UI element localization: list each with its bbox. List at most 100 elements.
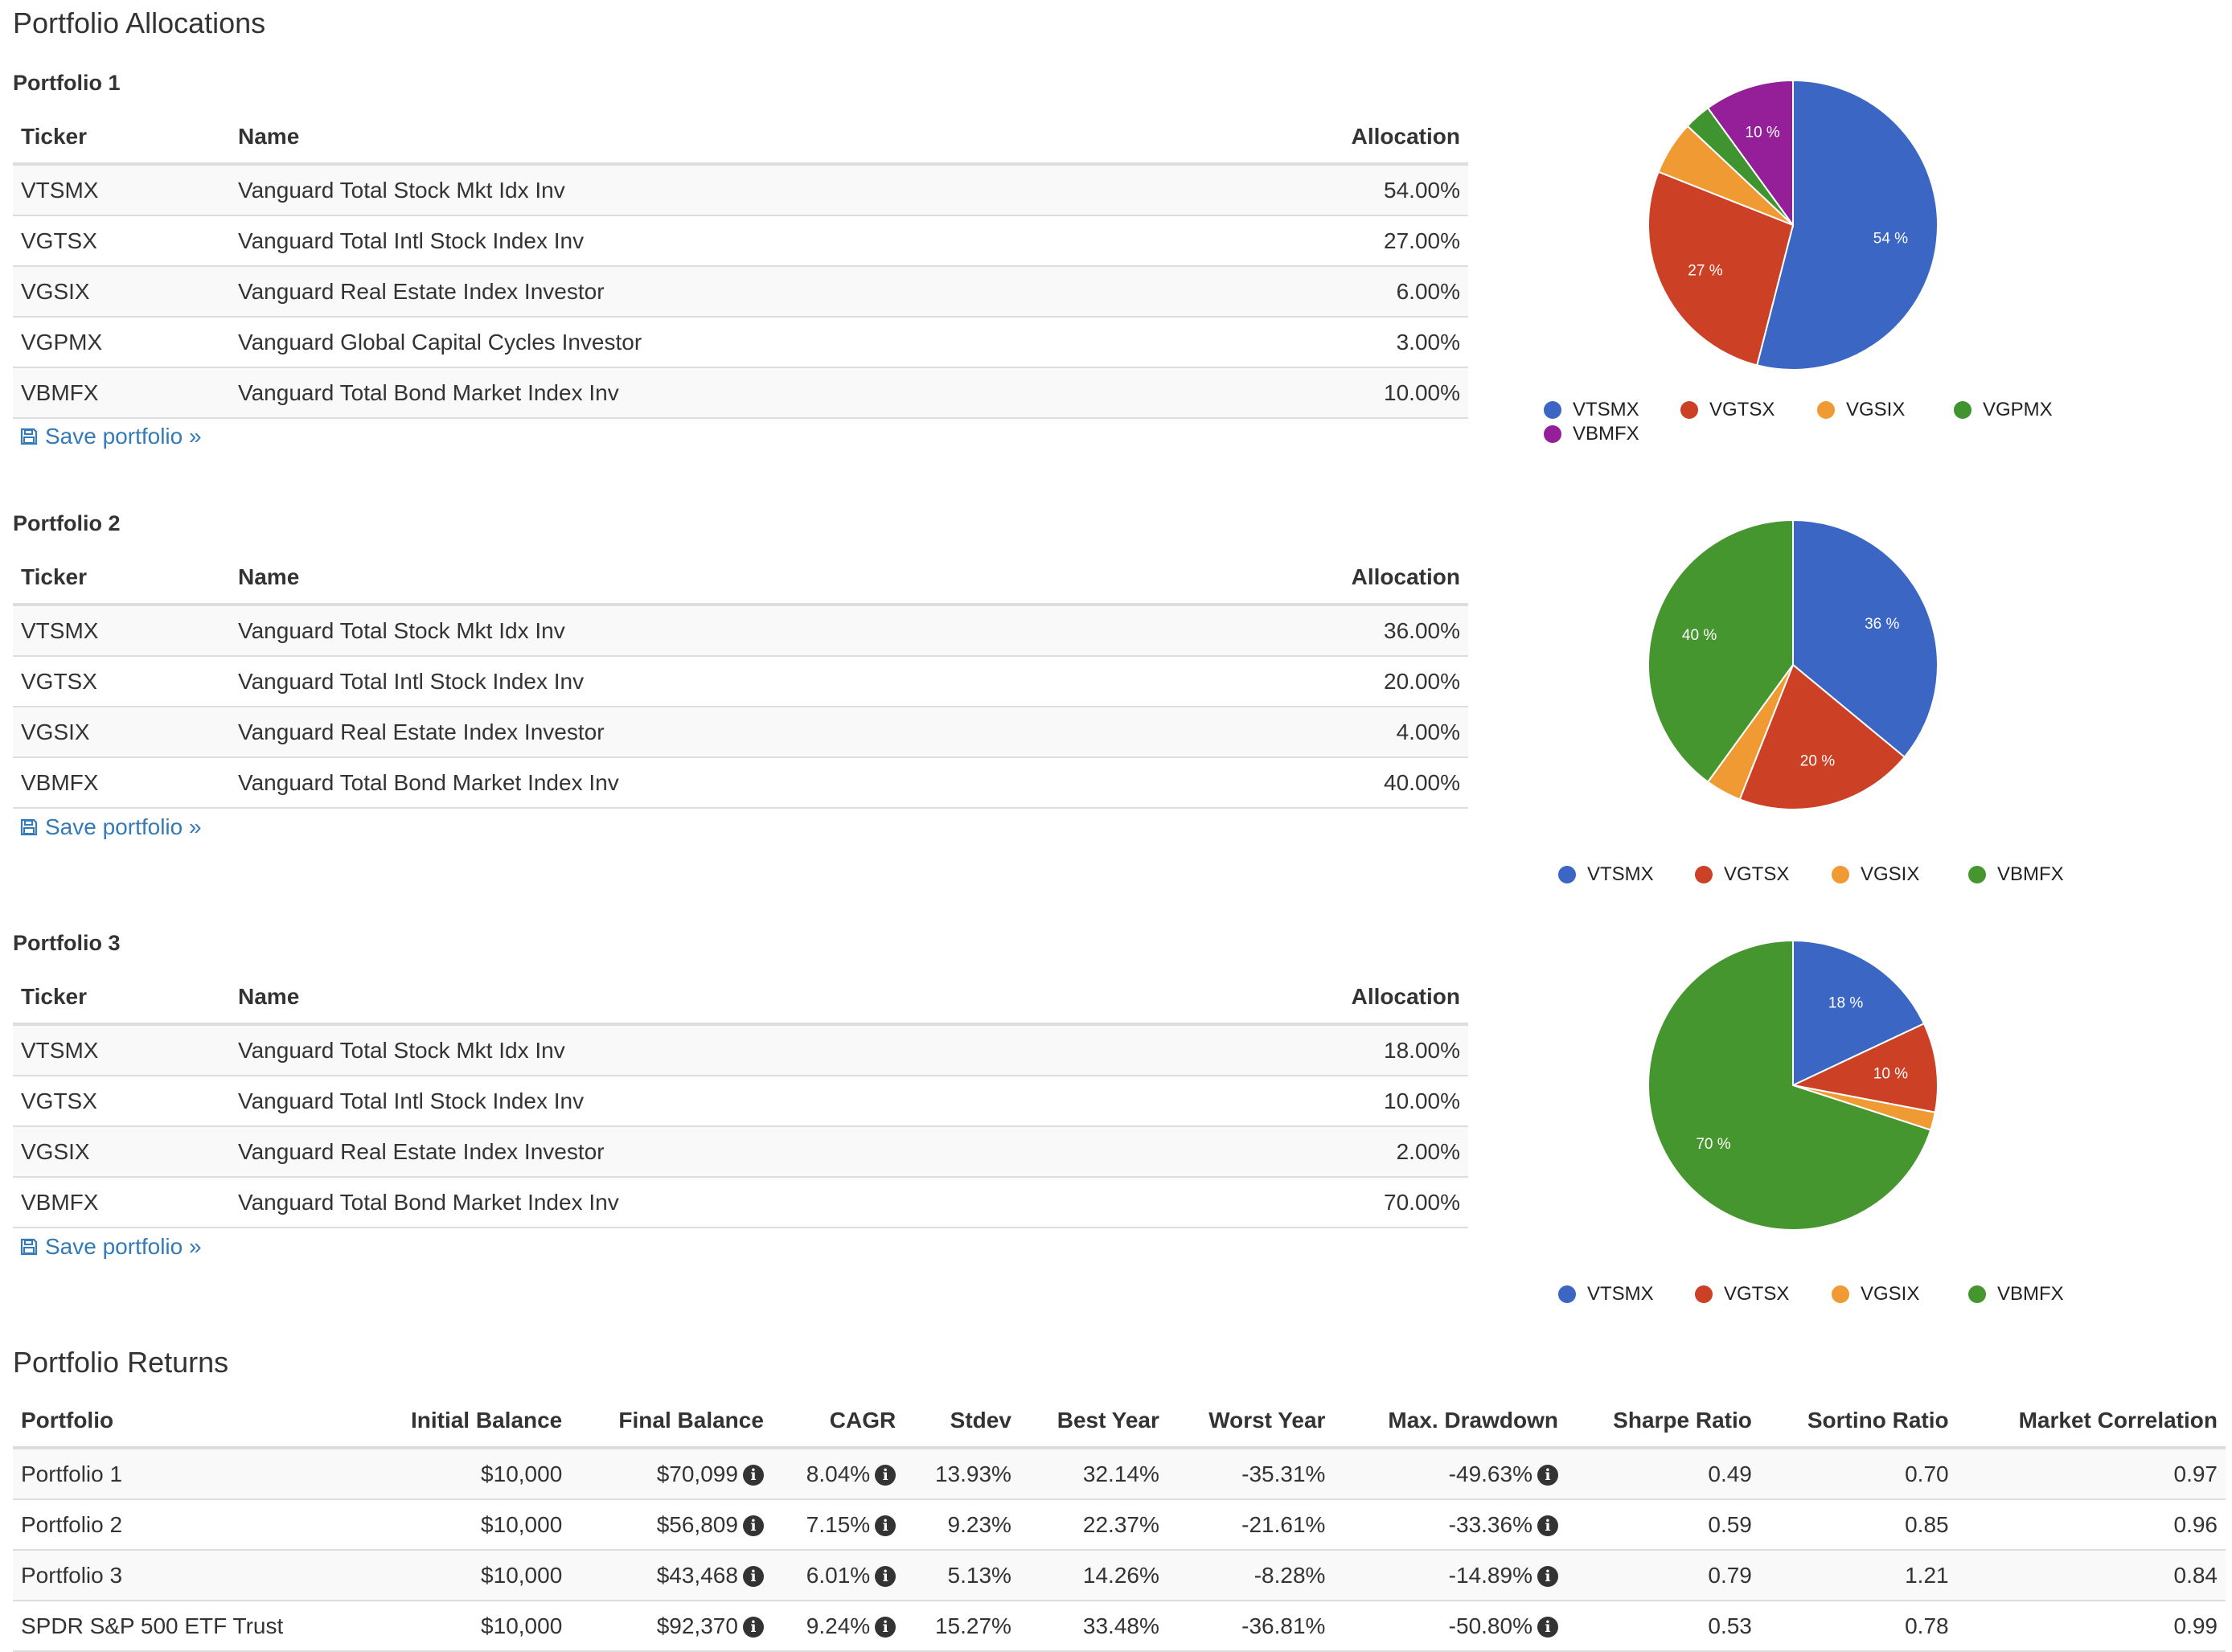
info-icon[interactable]: i [1537, 1565, 1558, 1587]
info-icon[interactable]: i [742, 1464, 764, 1486]
ticker-cell: VGSIX [13, 707, 230, 758]
legend-marker [1968, 866, 1986, 883]
save-portfolio-label[interactable]: Save portfolio » [45, 424, 202, 449]
pie-slice-vtsmx[interactable] [1756, 79, 1939, 371]
ticker-header[interactable]: Ticker [13, 111, 230, 166]
save-portfolio-label[interactable]: Save portfolio » [45, 814, 202, 839]
pie-slice-vgtsx[interactable] [1738, 663, 1906, 810]
name-cell: Vanguard Total Intl Stock Index Inv [230, 656, 1172, 707]
portfolio-2-table: Ticker Name Allocation VTSMX Vanguard Tot… [13, 551, 1468, 809]
table-row: VGPMX Vanguard Global Capital Cycles Inve… [13, 317, 1468, 368]
name-header[interactable]: Name [230, 971, 1172, 1026]
table-header-row: Ticker Name Allocation [13, 971, 1468, 1026]
legend-item-vbmfx[interactable]: VBMFX [1968, 1283, 2064, 1306]
worst-year-header[interactable]: Worst Year [1167, 1395, 1334, 1449]
legend-item-vtsmx[interactable]: VTSMX [1558, 863, 1654, 886]
info-icon[interactable]: i [1537, 1515, 1558, 1536]
pie-slice-vgtsx[interactable] [1790, 1023, 1939, 1113]
drawdown-value: -49.63% [1448, 1461, 1532, 1486]
pie-slice-vbmfx[interactable] [1706, 79, 1794, 228]
legend-label: VTSMX [1573, 399, 1639, 420]
portfolio-3-title: Portfolio 3 [13, 931, 121, 955]
info-icon[interactable]: i [1537, 1464, 1558, 1486]
legend-item-vgtsx[interactable]: VGTSX [1695, 1283, 1789, 1306]
best-cell: 33.48% [1019, 1601, 1167, 1652]
pie-slice-vbmfx[interactable] [1647, 519, 1794, 784]
table-header-row: Ticker Name Allocation [13, 551, 1468, 606]
legend-marker [1558, 1285, 1576, 1303]
table-row: VTSMX Vanguard Total Stock Mkt Idx Inv 36.… [13, 605, 1468, 657]
info-icon[interactable]: i [875, 1616, 896, 1638]
pie-slice-vgtsx[interactable] [1647, 170, 1795, 367]
allocation-cell: 54.00% [1184, 164, 1468, 216]
legend-item-vgsix[interactable]: VGSIX [1832, 863, 1919, 886]
legend-item-vbmfx[interactable]: VBMFX [1544, 423, 1639, 445]
initial-value: $10,000 [481, 1511, 563, 1537]
cagr-header[interactable]: CAGR [771, 1395, 905, 1449]
name-header[interactable]: Name [230, 111, 1184, 166]
legend-item-vbmfx[interactable]: VBMFX [1968, 863, 2064, 886]
pie-slice-vbmfx[interactable] [1647, 939, 1932, 1231]
allocation-header[interactable]: Allocation [1171, 551, 1468, 606]
legend-item-vgsix[interactable]: VGSIX [1817, 399, 1905, 421]
name-header[interactable]: Name [230, 551, 1172, 606]
initial-balance-header[interactable]: Initial Balance [360, 1395, 571, 1449]
drawdown-value: -33.36% [1448, 1511, 1532, 1537]
legend-label: VBMFX [1997, 863, 2064, 885]
pie-data-label: 10 % [1746, 125, 1780, 141]
stdev-cell: 13.93% [904, 1448, 1020, 1500]
allocation-cell: 6.00% [1184, 266, 1468, 318]
final-value: $43,468 [656, 1562, 738, 1588]
info-icon[interactable]: i [742, 1515, 764, 1536]
portfolio-2-title: Portfolio 2 [13, 511, 121, 535]
legend-item-vtsmx[interactable]: VTSMX [1558, 1283, 1654, 1306]
stdev-value: 9.23% [947, 1511, 1011, 1537]
sortino-ratio-header[interactable]: Sortino Ratio [1759, 1395, 1957, 1449]
pie-slice-vtsmx[interactable] [1792, 519, 1939, 759]
drawdown-cell: -50.80% i [1333, 1601, 1566, 1652]
market-correlation-header[interactable]: Market Correlation [1956, 1395, 2226, 1449]
portfolio-value: Portfolio 3 [21, 1562, 123, 1588]
info-icon[interactable]: i [742, 1616, 764, 1638]
legend-item-vtsmx[interactable]: VTSMX [1544, 399, 1639, 421]
portfolio-value: Portfolio 2 [21, 1511, 123, 1537]
corr-value: 0.96 [2173, 1511, 2218, 1537]
legend-item-vgpmx[interactable]: VGPMX [1954, 399, 2053, 421]
stdev-header[interactable]: Stdev [904, 1395, 1020, 1449]
legend-label: VGSIX [1846, 399, 1906, 420]
save-portfolio-3-link[interactable]: Save portfolio » [19, 1232, 202, 1261]
cagr-cell: 9.24% i [771, 1601, 905, 1652]
cagr-cell: 7.15% i [771, 1499, 905, 1551]
best-year-header[interactable]: Best Year [1019, 1395, 1167, 1449]
info-icon[interactable]: i [1537, 1616, 1558, 1638]
info-icon[interactable]: i [875, 1464, 896, 1486]
sharpe-ratio-header[interactable]: Sharpe Ratio [1565, 1395, 1760, 1449]
legend-marker [1544, 401, 1561, 419]
name-cell: Vanguard Total Stock Mkt Idx Inv [230, 1024, 1172, 1076]
info-icon[interactable]: i [875, 1565, 896, 1587]
legend-item-vgtsx[interactable]: VGTSX [1680, 399, 1775, 421]
ticker-header[interactable]: Ticker [13, 971, 230, 1026]
page-title: Portfolio Allocations [13, 6, 266, 39]
name-cell: Vanguard Total Bond Market Index Inv [230, 1177, 1172, 1228]
allocation-header[interactable]: Allocation [1171, 971, 1468, 1026]
pie-data-label: 10 % [1873, 1066, 1908, 1083]
portfolio-3-table: Ticker Name Allocation VTSMX Vanguard Tot… [13, 971, 1468, 1228]
save-portfolio-2-link[interactable]: Save portfolio » [19, 813, 202, 842]
info-icon[interactable]: i [742, 1565, 764, 1587]
save-portfolio-1-link[interactable]: Save portfolio » [19, 422, 202, 451]
ticker-header[interactable]: Ticker [13, 551, 230, 606]
final-balance-header[interactable]: Final Balance [570, 1395, 772, 1449]
save-portfolio-label[interactable]: Save portfolio » [45, 1234, 202, 1259]
max-drawdown-header[interactable]: Max. Drawdown [1333, 1395, 1566, 1449]
pie-data-label: 36 % [1865, 616, 1899, 633]
allocation-header[interactable]: Allocation [1184, 111, 1468, 166]
worst-value: -21.61% [1241, 1511, 1326, 1537]
legend-item-vgtsx[interactable]: VGTSX [1695, 863, 1789, 886]
stdev-cell: 5.13% [904, 1550, 1020, 1601]
legend-item-vgsix[interactable]: VGSIX [1832, 1283, 1919, 1306]
portfolio-header[interactable]: Portfolio [13, 1395, 361, 1449]
worst-cell: -21.61% [1167, 1499, 1334, 1551]
info-icon[interactable]: i [875, 1515, 896, 1536]
pie-slice-vtsmx[interactable] [1792, 939, 1926, 1087]
